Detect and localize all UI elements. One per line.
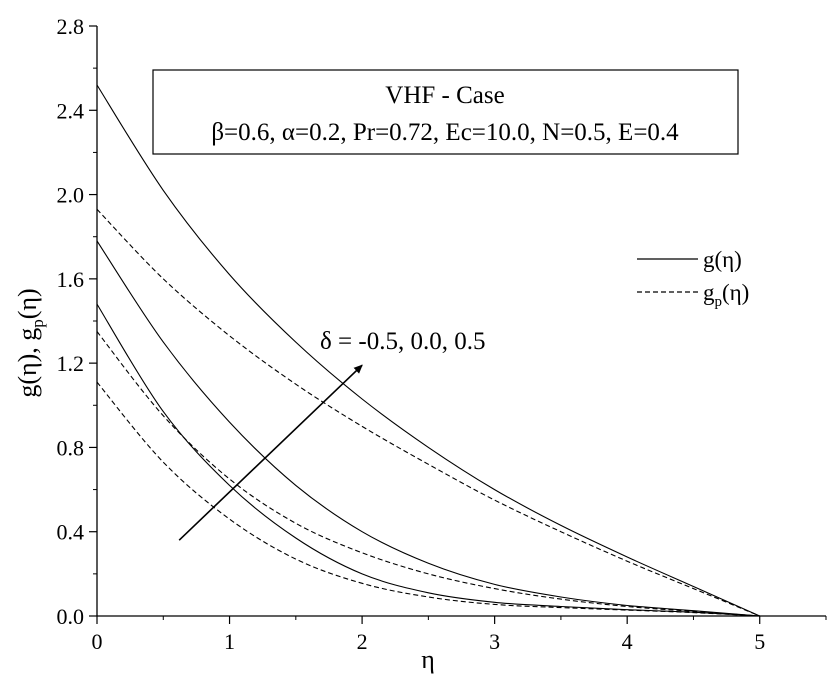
y-axis-label: g(η), gp(η) (13, 288, 47, 397)
y-tick-label: 2.4 (57, 98, 85, 123)
axes: 0 1 2 3 4 5 0.0 0.4 0.8 1.2 1.6 2.0 2.4 2.8 (57, 14, 827, 654)
x-tick-label: 1 (224, 629, 235, 654)
info-box: VHF - Case β=0.6, α=0.2, Pr=0.72, Ec=10.… (152, 69, 739, 155)
x-tick-label: 5 (754, 629, 765, 654)
x-tick-label: 4 (622, 629, 633, 654)
y-tick-label: 0.8 (57, 435, 85, 460)
series-line-g-delta-0.5 (96, 84, 760, 617)
chart-title: VHF - Case (385, 82, 504, 109)
y-tick-label: 2.8 (57, 14, 85, 39)
annotation-text: δ = -0.5, 0.0, 0.5 (320, 328, 485, 355)
annotation: δ = -0.5, 0.0, 0.5 (178, 328, 485, 541)
x-tick-label: 0 (92, 629, 103, 654)
info-box-frame (152, 69, 739, 155)
annotation-arrow (178, 364, 363, 541)
legend: g(η) gp(η) (637, 247, 749, 310)
legend-label-g: g(η) (703, 247, 742, 272)
y-tick-label: 0.4 (57, 520, 85, 545)
series-line-g-delta-0 (96, 240, 760, 617)
chart-subtitle: β=0.6, α=0.2, Pr=0.72, Ec=10.0, N=0.5, E… (211, 119, 679, 146)
x-axis-label: η (421, 645, 435, 674)
y-tick-label: 2.0 (57, 183, 85, 208)
x-tick-label: 3 (489, 629, 500, 654)
series-line-gp-delta--0.5 (96, 381, 760, 617)
legend-label-gp: gp(η) (703, 280, 749, 310)
x-tick-label: 2 (357, 629, 368, 654)
series-line-gp-delta-0 (96, 331, 760, 617)
y-tick-label: 0.0 (57, 604, 85, 629)
y-tick-label: 1.6 (57, 267, 85, 292)
series-line-gp-delta-0.5 (96, 208, 760, 617)
y-tick-label: 1.2 (57, 351, 85, 376)
curves (96, 84, 760, 617)
